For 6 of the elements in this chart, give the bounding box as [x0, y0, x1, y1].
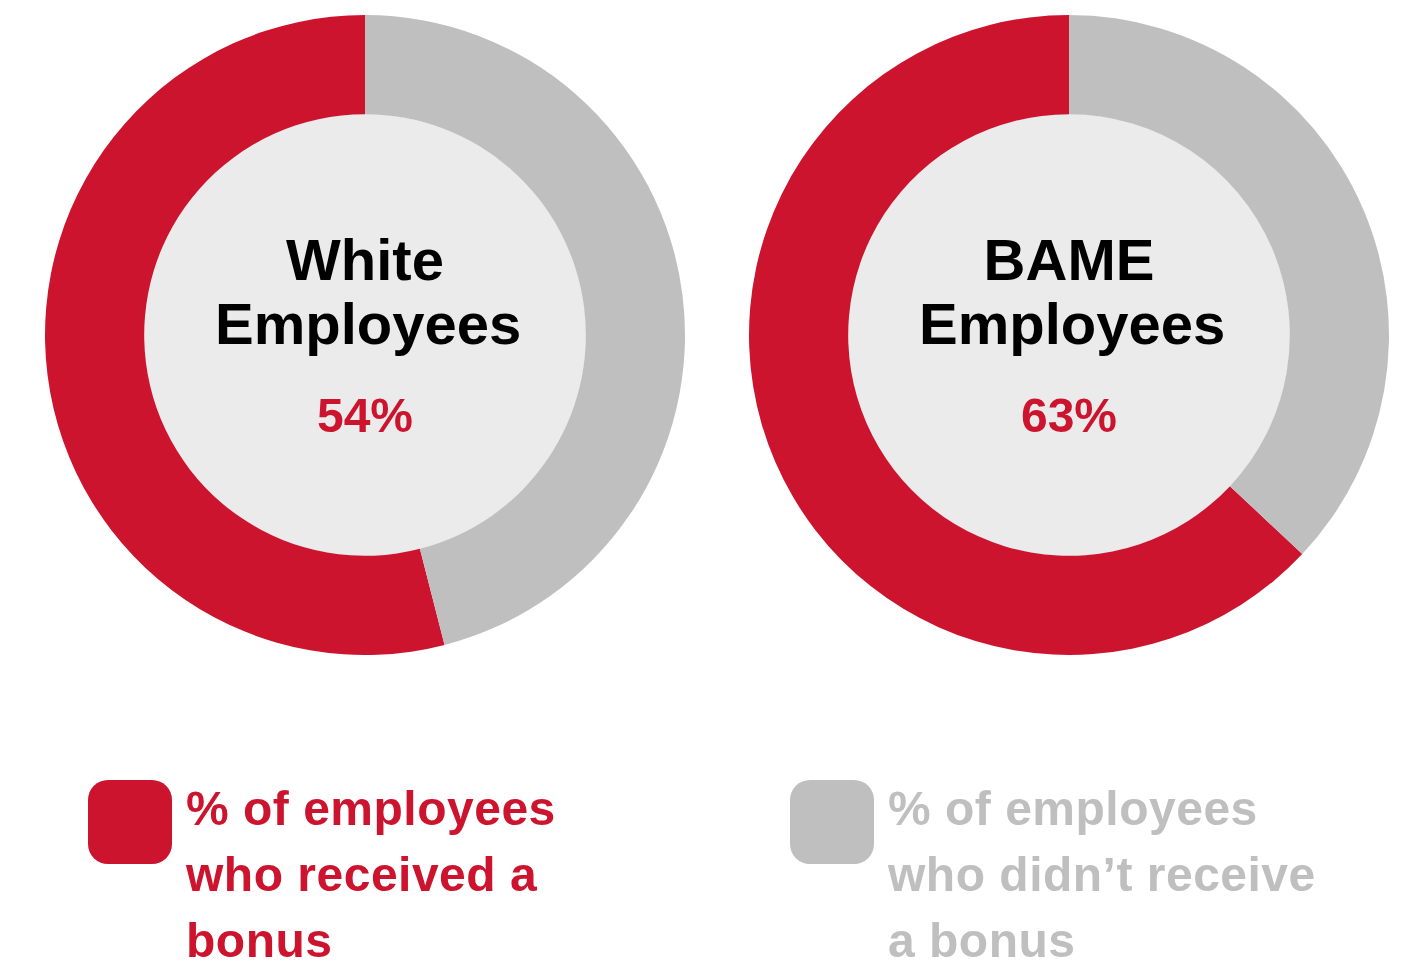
- text: White Employees: [214, 227, 523, 356]
- text: BAME Employees: [918, 227, 1227, 356]
- data-label: 54%: [315, 388, 415, 443]
- legend-label: % of employees who didn’t receive a bonus: [888, 781, 1317, 969]
- legend-label: % of employees who received a bonus: [186, 781, 557, 969]
- data-label: 63%: [1019, 388, 1119, 443]
